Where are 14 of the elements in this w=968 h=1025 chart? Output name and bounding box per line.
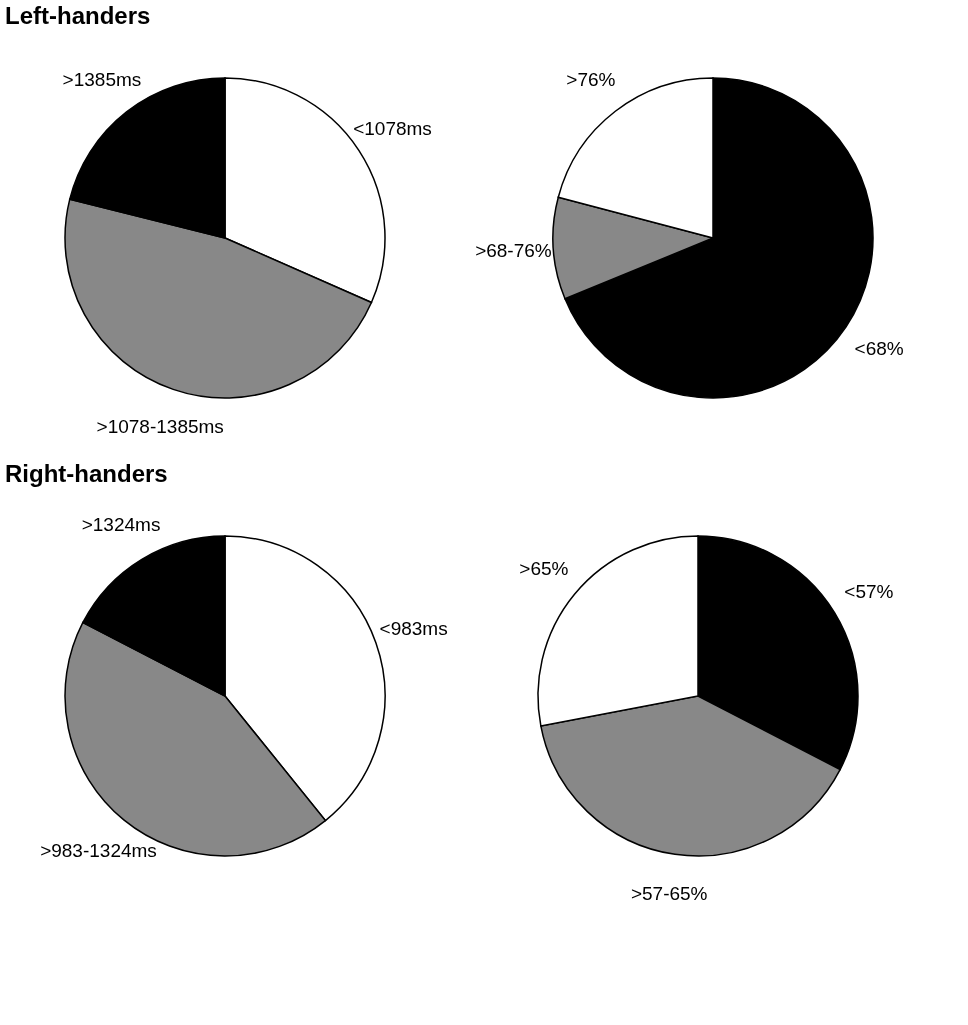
slice-label: >76% <box>566 68 616 90</box>
slice-label: >983-1324ms <box>40 839 157 861</box>
slice-label: >1078-1385ms <box>96 416 224 438</box>
chart-title: Left-handers <box>5 2 151 29</box>
slice-label: >1324ms <box>81 514 161 536</box>
slice-label: >65% <box>519 557 569 579</box>
slice-label: <1078ms <box>353 117 432 139</box>
slice-label: <68% <box>854 338 904 360</box>
slice-label: <57% <box>844 581 894 603</box>
slice-label: >57-65% <box>630 882 708 904</box>
slice-label: >68-76% <box>475 240 552 262</box>
slice-label: <983ms <box>379 618 448 640</box>
chart-title: Right-handers <box>5 460 168 487</box>
slice-label: >1385ms <box>62 69 142 91</box>
